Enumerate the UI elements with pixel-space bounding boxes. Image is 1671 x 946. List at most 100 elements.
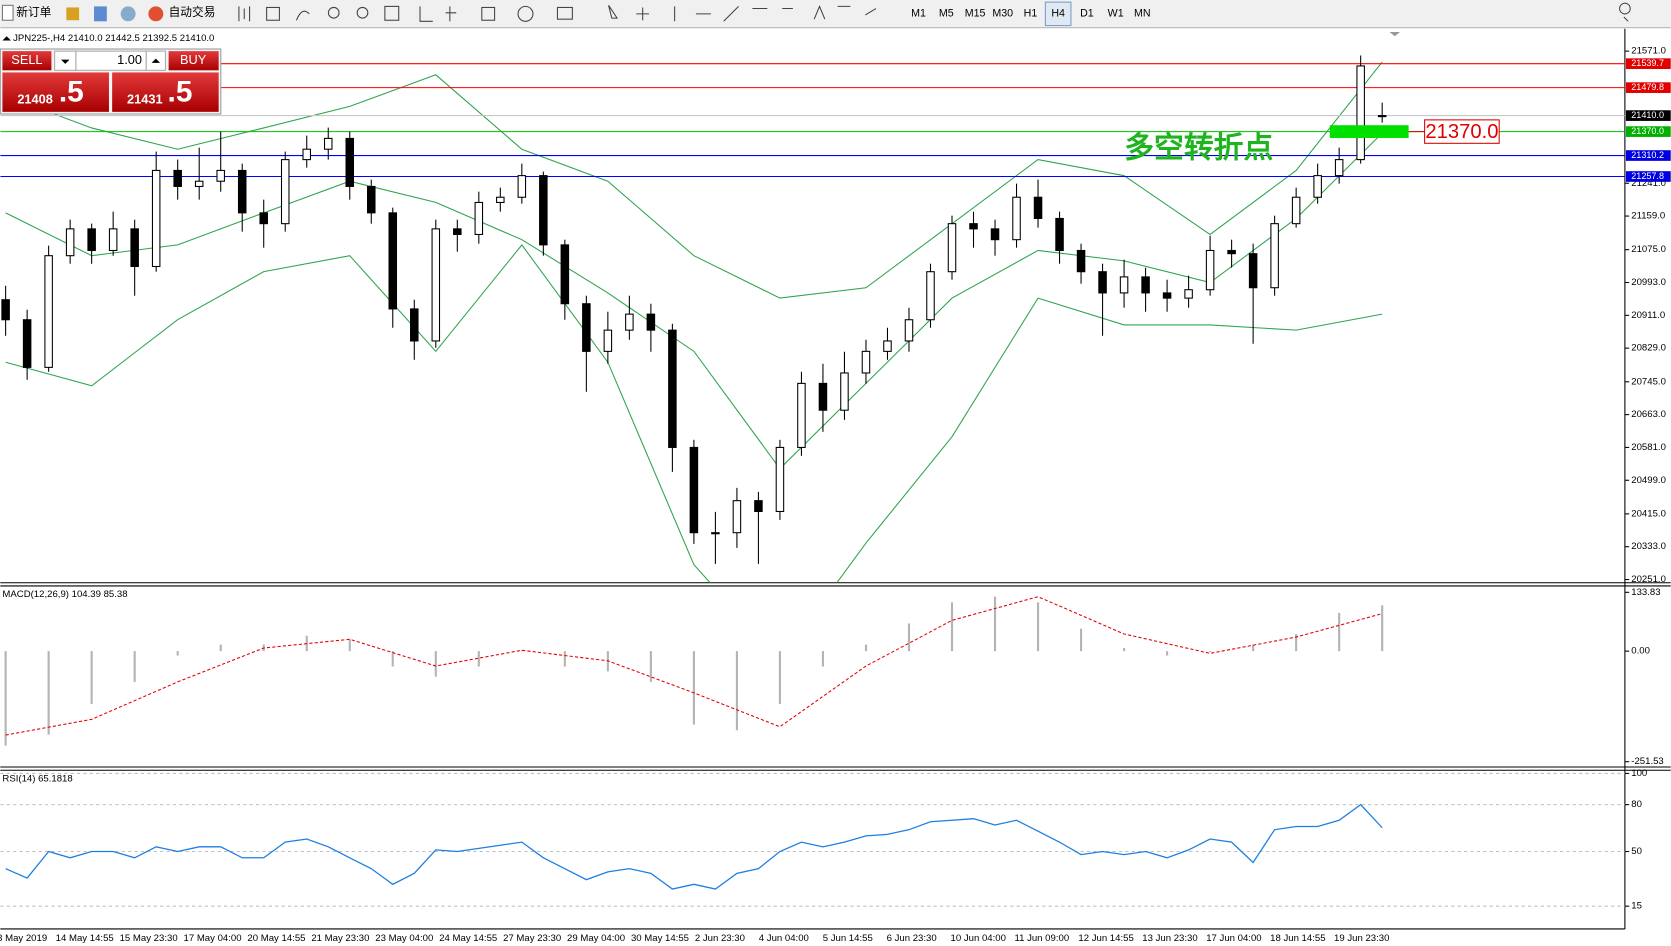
x-tick-label: 27 May 23:30 xyxy=(503,933,561,944)
icon xyxy=(148,6,164,22)
icon[interactable] xyxy=(356,6,369,19)
macd-bar xyxy=(47,651,50,735)
macd-bar xyxy=(133,651,136,682)
candle-body xyxy=(323,137,333,150)
candle-body xyxy=(861,350,871,374)
buy-price-box[interactable] xyxy=(112,72,219,112)
icon[interactable] xyxy=(120,6,136,22)
candle-body xyxy=(302,148,312,161)
timeframe-button[interactable]: H4 xyxy=(1051,8,1065,20)
signal-line xyxy=(5,596,1383,736)
candle-body xyxy=(625,313,634,331)
macd-bar xyxy=(993,596,997,652)
candle-body xyxy=(539,175,548,246)
timeframe-button[interactable]: W1 xyxy=(1108,8,1124,20)
candle-body xyxy=(1270,223,1279,289)
y-tick-label: 21159.0 xyxy=(1631,211,1665,222)
candle-body xyxy=(108,228,118,252)
x-tick-label: 15 May 23:30 xyxy=(120,933,178,944)
timeframe-button[interactable]: M5 xyxy=(939,8,954,20)
icon[interactable] xyxy=(384,5,400,21)
x-tick-label: 20 May 14:55 xyxy=(247,933,305,944)
macd-bar xyxy=(692,651,695,725)
macd-bar xyxy=(649,651,652,682)
panel-title: RSI(14) 65.1818 xyxy=(2,773,72,784)
y-tick-label: 20581.0 xyxy=(1631,442,1666,453)
icon[interactable] xyxy=(517,5,534,22)
macd-bar xyxy=(778,651,781,704)
timeframe-button[interactable]: M30 xyxy=(992,8,1013,20)
macd-bar xyxy=(520,650,523,652)
y-tick-label: 100 xyxy=(1631,768,1647,779)
candle-body xyxy=(711,532,720,535)
x-tick-label: 29 May 04:00 xyxy=(567,933,625,944)
x-tick-label: 4 Jun 04:00 xyxy=(759,933,809,944)
chart-menu-icon xyxy=(2,36,11,41)
timeframe-button[interactable]: H1 xyxy=(1024,8,1038,20)
panel-title: MACD(12,26,9) 104.39 85.38 xyxy=(2,589,127,600)
sell-button[interactable] xyxy=(2,51,52,71)
x-tick-label: 13 Jun 23:30 xyxy=(1142,933,1197,944)
timeframe-button[interactable]: M1 xyxy=(911,8,926,20)
x-tick-label: 30 May 14:55 xyxy=(631,933,689,944)
timeframes: M1 M5 M15 M30 H1 H4 D1 W1 MN xyxy=(911,8,1150,20)
x-tick-label: 2 Jun 23:30 xyxy=(695,933,745,944)
timeframe-button[interactable]: MN xyxy=(1134,8,1151,20)
candle-body xyxy=(65,228,75,257)
y-tick-label: 20663.0 xyxy=(1631,409,1666,420)
turning-point-bar xyxy=(1329,125,1409,138)
candle-body xyxy=(151,169,161,268)
toolbar-bg xyxy=(0,0,1671,28)
candle-body xyxy=(797,382,806,448)
icon[interactable] xyxy=(238,6,251,22)
y-tick-label: 15 xyxy=(1631,901,1642,912)
new-order-button[interactable]: 新订单 xyxy=(1,4,52,21)
search-icon[interactable] xyxy=(1619,2,1631,22)
y-tick-label: 21571.0 xyxy=(1631,46,1666,57)
candle-body xyxy=(1356,65,1365,161)
x-tick-label: 10 Jun 04:00 xyxy=(951,933,1006,944)
buy-price-pips: .5 xyxy=(168,76,193,109)
candle-body xyxy=(173,169,182,187)
level-label-bg xyxy=(1625,171,1671,182)
candle-body xyxy=(1334,159,1344,177)
icon xyxy=(61,59,70,64)
icon[interactable] xyxy=(295,10,310,21)
icon[interactable] xyxy=(419,6,457,22)
candle-body xyxy=(1119,276,1129,294)
price-plot xyxy=(0,55,1625,583)
x-tick-label: 24 May 14:55 xyxy=(439,933,497,944)
candle-body xyxy=(818,382,828,411)
candle-body xyxy=(130,228,139,268)
candle-body xyxy=(410,308,419,342)
macd-bar xyxy=(907,623,911,652)
tool-icons[interactable] xyxy=(238,2,1631,22)
annotation: 多空转折点 xyxy=(1124,131,1273,166)
icon[interactable] xyxy=(94,6,107,22)
marker-label: 21370.0 xyxy=(1425,121,1498,143)
marker-label-box xyxy=(1424,119,1500,144)
x-tick-label: 23 May 04:00 xyxy=(375,933,433,944)
icon[interactable] xyxy=(327,6,340,19)
timeframe-button[interactable]: M15 xyxy=(965,8,986,20)
x-tick-label: 19 Jun 23:30 xyxy=(1334,933,1389,944)
chart-bg xyxy=(0,28,1671,946)
buy-button[interactable] xyxy=(168,51,219,71)
icon[interactable] xyxy=(608,5,877,22)
auto-trading-button[interactable]: 自动交易 xyxy=(148,5,215,22)
candle-body xyxy=(904,319,914,342)
macd-bar xyxy=(563,651,566,667)
icon[interactable] xyxy=(556,6,573,20)
y-tick-label: -251.53 xyxy=(1631,756,1664,767)
x-tick-label: 12 Jun 14:55 xyxy=(1078,933,1133,944)
x-tick-label: 13 May 2019 xyxy=(0,933,47,944)
icon[interactable] xyxy=(481,6,496,21)
sell-price-box[interactable] xyxy=(2,72,109,112)
icon[interactable] xyxy=(266,6,280,21)
candle-body xyxy=(969,223,978,230)
level-label: 21410.0 xyxy=(1631,110,1664,120)
icon[interactable] xyxy=(66,7,80,21)
y-tick-label: 20251.0 xyxy=(1631,574,1666,585)
timeframe-button[interactable]: D1 xyxy=(1080,8,1094,20)
